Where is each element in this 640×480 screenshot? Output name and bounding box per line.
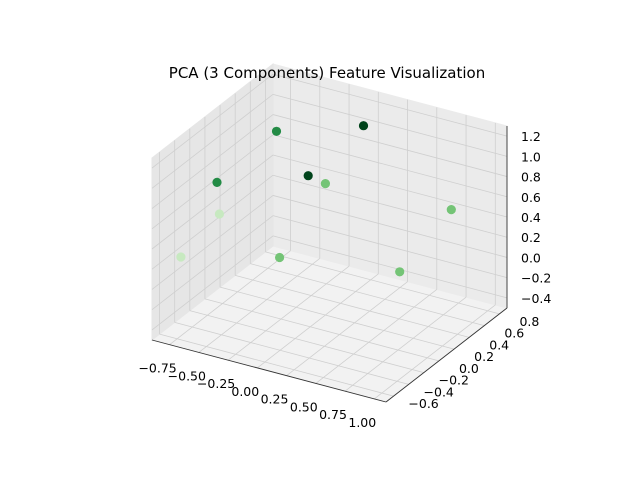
z-tick-label: 0.0 [521, 250, 541, 265]
data-point [212, 177, 222, 187]
x-axis-line [151, 339, 387, 403]
data-point [214, 209, 224, 219]
z-grid-back-line [272, 134, 508, 198]
x-grid-floor-line [198, 258, 321, 353]
y-tick-label: 0.2 [474, 349, 494, 364]
grid-lines [151, 68, 508, 400]
data-point [303, 171, 313, 181]
y-tick-label: 0.0 [459, 361, 479, 376]
z-tick-label: −0.2 [521, 271, 551, 286]
z-grid-back-line [272, 93, 508, 157]
z-grid-back-line [272, 235, 508, 299]
y-tick-label: −0.6 [408, 396, 438, 411]
z-tick-label: 0.6 [521, 190, 541, 205]
x-grid-floor-line [286, 281, 408, 376]
x-grid-floor-line [227, 265, 350, 361]
data-point [176, 252, 186, 262]
x-tick-label: 0.50 [290, 399, 318, 414]
z-grid-left-line [151, 94, 274, 189]
y-tick-label: 0.4 [489, 337, 509, 352]
x-grid-floor-line [344, 296, 467, 392]
x-grid-floor-line [257, 273, 379, 369]
z-grid-left-line [151, 114, 274, 209]
z-tick-label: −0.4 [521, 291, 551, 306]
y-tick-label: 0.6 [504, 326, 524, 341]
y-grid-floor-line [174, 321, 409, 385]
z-tick-label: 1.0 [521, 149, 541, 164]
z-grid-left-line [151, 174, 274, 270]
axis-lines [151, 126, 508, 403]
y-tick-label: −0.4 [424, 384, 454, 399]
z-tick-label: 0.4 [521, 210, 541, 225]
z-grid-left-line [151, 154, 274, 250]
z-grid-back-line [272, 154, 508, 218]
y-grid-floor-line [250, 263, 485, 327]
z-grid-left-line [151, 215, 274, 310]
z-grid-left-line [151, 235, 274, 331]
data-point [275, 252, 285, 263]
z-grid-back-line [272, 114, 508, 177]
y-grid-floor-line [189, 310, 424, 374]
data-point [446, 205, 456, 215]
x-tick-label: 0.75 [319, 407, 347, 422]
x-grid-floor-line [169, 250, 291, 345]
data-point [358, 121, 369, 131]
z-grid-back-line [272, 215, 508, 279]
z-tick-label: 0.2 [521, 230, 541, 245]
z-grid-left-line [151, 73, 274, 169]
x-tick-label: −0.75 [138, 361, 176, 376]
x-tick-label: 1.00 [348, 415, 376, 430]
z-tick-label: 1.2 [521, 129, 541, 144]
y-grid-floor-line [159, 333, 394, 397]
z-tick-label: 0.8 [521, 170, 541, 185]
x-tick-label: −0.50 [168, 368, 206, 383]
data-point [395, 267, 405, 277]
y-grid-floor-line [219, 286, 455, 350]
z-grid-left-line [151, 195, 274, 290]
x-tick-label: 0.00 [231, 384, 259, 399]
x-grid-floor-line [374, 304, 496, 400]
tick-labels: −0.75−0.50−0.250.000.250.500.751.00−0.6−… [138, 129, 551, 430]
x-grid-floor-line [315, 289, 438, 384]
y-axis-line [385, 307, 508, 403]
x-tick-label: −0.25 [197, 376, 235, 391]
data-points [176, 121, 456, 277]
z-grid-back-line [272, 73, 508, 137]
z-grid-back-line [272, 174, 508, 238]
data-point [271, 126, 282, 136]
y-grid-floor-line [204, 298, 440, 362]
y-tick-label: 0.8 [519, 314, 539, 329]
chart-title: PCA (3 Components) Feature Visualization [169, 64, 485, 82]
z-grid-back-line [272, 195, 508, 258]
data-point [320, 179, 331, 189]
y-tick-label: −0.2 [439, 373, 469, 388]
y-grid-floor-line [235, 274, 470, 338]
y-grid-floor-line [265, 251, 500, 315]
x-tick-label: 0.25 [261, 392, 289, 407]
